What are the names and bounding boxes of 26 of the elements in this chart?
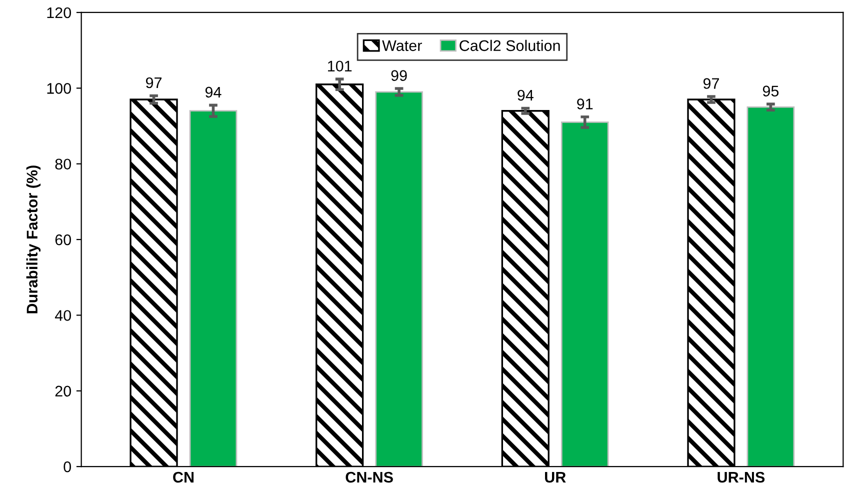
data-label: 95 — [762, 86, 779, 96]
y-tick-label: 20 — [55, 386, 71, 397]
y-tick-label: 0 — [64, 461, 71, 472]
y-tick-label: 60 — [55, 234, 71, 246]
x-tick-label: UR — [545, 472, 566, 483]
x-tick-label: CN-NS — [346, 472, 393, 483]
bar — [746, 106, 795, 467]
data-label: 97 — [703, 78, 719, 89]
y-tick-label: 120 — [47, 7, 72, 18]
data-label: 101 — [328, 60, 352, 72]
y-tick-label: 80 — [55, 158, 71, 170]
bar — [375, 91, 423, 467]
legend-label: CaCl2 Solution — [460, 40, 560, 52]
bar — [189, 110, 238, 467]
data-label: 91 — [577, 98, 593, 110]
y-axis-title: Durability Factor (%) — [26, 166, 41, 314]
x-tick-label: CN — [173, 472, 194, 483]
y-tick-label: 100 — [47, 83, 72, 94]
data-label: 97 — [146, 77, 162, 88]
data-label: 94 — [518, 90, 534, 101]
legend-label: Water — [382, 40, 422, 52]
data-label: 94 — [205, 86, 222, 98]
y-tick-label: 40 — [54, 310, 71, 321]
x-tick-label: UR-NS — [718, 472, 765, 483]
bar — [560, 122, 609, 467]
data-label: 99 — [391, 70, 407, 81]
